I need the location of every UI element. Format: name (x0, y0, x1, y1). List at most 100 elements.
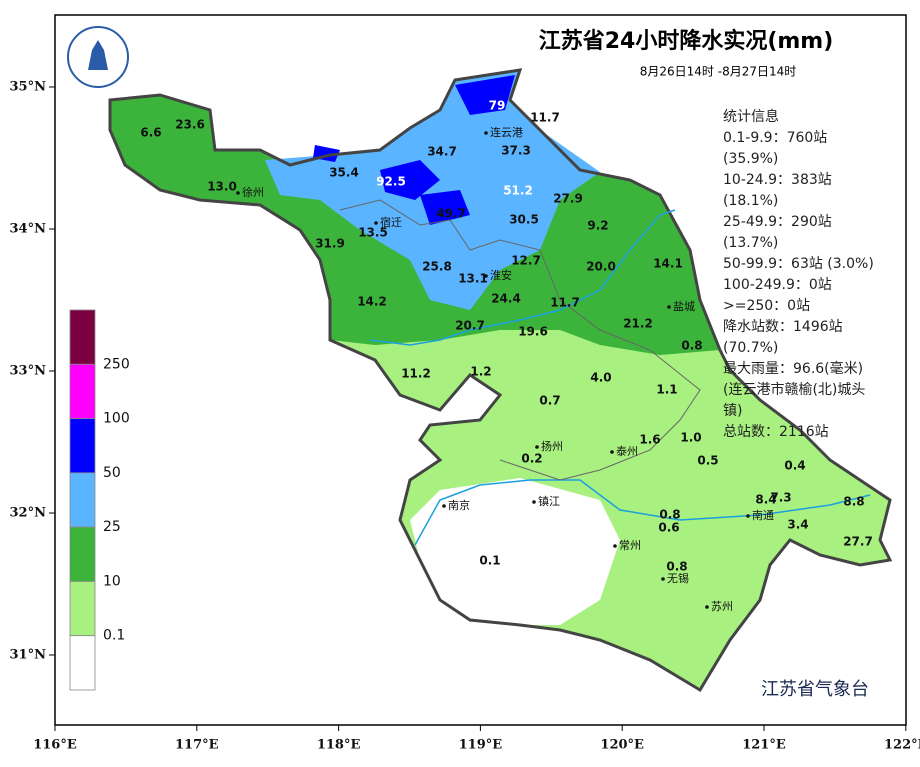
stat-line: 统计信息 (723, 108, 779, 125)
legend-swatch (69, 635, 96, 691)
rain-50-100 (313, 75, 515, 225)
station-value: 79 (489, 99, 506, 113)
city-name: 淮安 (490, 268, 512, 282)
station-value: 31.9 (315, 237, 345, 251)
river (369, 209, 676, 346)
legend-label: 250 (103, 356, 130, 372)
station-value: 21.2 (623, 317, 653, 331)
province (108, 68, 893, 693)
river (414, 479, 871, 546)
stat-line: 镇) (723, 403, 742, 419)
city-name: 无锡 (667, 571, 689, 585)
station-value: 0.7 (539, 394, 560, 408)
lat-label: 35°N (10, 80, 47, 95)
city-name: 宿迁 (380, 215, 402, 229)
lon-label: 122°E (884, 738, 920, 753)
station-value: 19.6 (518, 325, 548, 339)
city-dot (661, 577, 665, 581)
legend-swatch (69, 581, 96, 637)
stat-line: 10-24.9：383站 (723, 172, 832, 188)
station-value: 27.9 (553, 192, 583, 206)
lat-label: 32°N (10, 506, 47, 521)
station-value: 35.4 (329, 166, 359, 180)
province-border (108, 68, 893, 693)
city-dot (667, 305, 671, 309)
stat-line: 最大雨量：96.6(毫米) (723, 360, 863, 377)
station-value: 11.7 (530, 111, 560, 125)
city-dot (532, 500, 536, 504)
station-value: 0.1 (479, 554, 500, 568)
stat-line: >=250：0站 (723, 298, 810, 314)
station-value: 25.8 (422, 260, 452, 274)
station-value: 13.0 (207, 180, 237, 194)
lon-label: 117°E (175, 738, 219, 753)
legend-label: 0.1 (103, 628, 125, 644)
station-value: 92.5 (376, 175, 406, 189)
lon-label: 119°E (459, 738, 503, 753)
city-dot (705, 605, 709, 609)
station-value: 37.3 (501, 144, 531, 158)
agency: 江苏省气象台 (761, 679, 869, 700)
boundary (339, 199, 701, 481)
logo-icon (88, 40, 108, 70)
station-value: 6.6 (140, 126, 161, 140)
station-value: 0.8 (659, 508, 680, 522)
stat-line: 50-99.9：63站 (3.0%) (723, 256, 874, 272)
station-value: 24.4 (491, 292, 521, 306)
city-dot (484, 131, 488, 135)
station-value: 27.7 (843, 535, 873, 549)
lon-label: 121°E (742, 738, 786, 753)
city-dot (442, 504, 446, 508)
legend-label: 100 (103, 411, 130, 427)
station-value: 9.2 (587, 219, 608, 233)
stat-line: 0.1-9.9：760站 (723, 130, 827, 146)
rain-25-50 (265, 70, 600, 310)
stat-line: (13.7%) (723, 235, 778, 251)
city-name: 连云港 (490, 126, 523, 139)
legend-label: 50 (103, 465, 121, 481)
station-value: 1.6 (639, 433, 660, 447)
station-value: 8.8 (843, 495, 864, 509)
city-dot (746, 514, 750, 518)
city-name: 苏州 (711, 600, 733, 613)
station-value: 3.4 (787, 518, 808, 532)
city-name: 徐州 (242, 185, 264, 199)
legend-swatch (69, 472, 96, 528)
station-value: 0.2 (521, 452, 542, 466)
legend-label: 25 (103, 519, 121, 535)
station-value: 8.4 (755, 493, 776, 507)
station-value: 34.7 (427, 145, 457, 159)
stat-line: (连云港市赣榆(北)城头 (723, 381, 865, 398)
station-value: 7.3 (770, 491, 791, 505)
city-name: 盐城 (673, 300, 695, 313)
station-value: 11.7 (550, 296, 580, 310)
station-value: 20.0 (586, 260, 616, 274)
city-name: 镇江 (538, 494, 560, 508)
station-value: 4.0 (590, 371, 611, 385)
station-value: 13.1 (458, 272, 488, 286)
stat-line: 总站数：2116站 (723, 424, 829, 440)
subtitle: 8月26日14时 -8月27日14时 (640, 65, 797, 79)
lat-label: 33°N (10, 364, 47, 379)
city-dot (236, 191, 240, 195)
station-value: 12.7 (511, 254, 541, 268)
city-dot (374, 221, 378, 225)
station-value: 30.5 (509, 213, 539, 227)
station-value: 0.4 (784, 459, 805, 473)
legend-swatch (69, 526, 96, 582)
station-value: 14.2 (357, 295, 387, 309)
station-value: 0.8 (681, 339, 702, 353)
city-name: 泰州 (616, 444, 638, 458)
stat-line: 降水站数：1496站 (723, 319, 843, 335)
city-name: 扬州 (541, 439, 563, 453)
station-value: 0.8 (666, 560, 687, 574)
legend-swatch (69, 418, 96, 474)
lat-label: 31°N (10, 648, 47, 663)
station-value: 0.6 (658, 521, 679, 535)
station-value: 1.1 (656, 383, 677, 397)
stat-line: (70.7%) (723, 340, 778, 356)
stat-line: (18.1%) (723, 193, 778, 209)
city-dot (613, 544, 617, 548)
station-value: 1.2 (470, 365, 491, 379)
stat-line: 100-249.9：0站 (723, 277, 832, 293)
